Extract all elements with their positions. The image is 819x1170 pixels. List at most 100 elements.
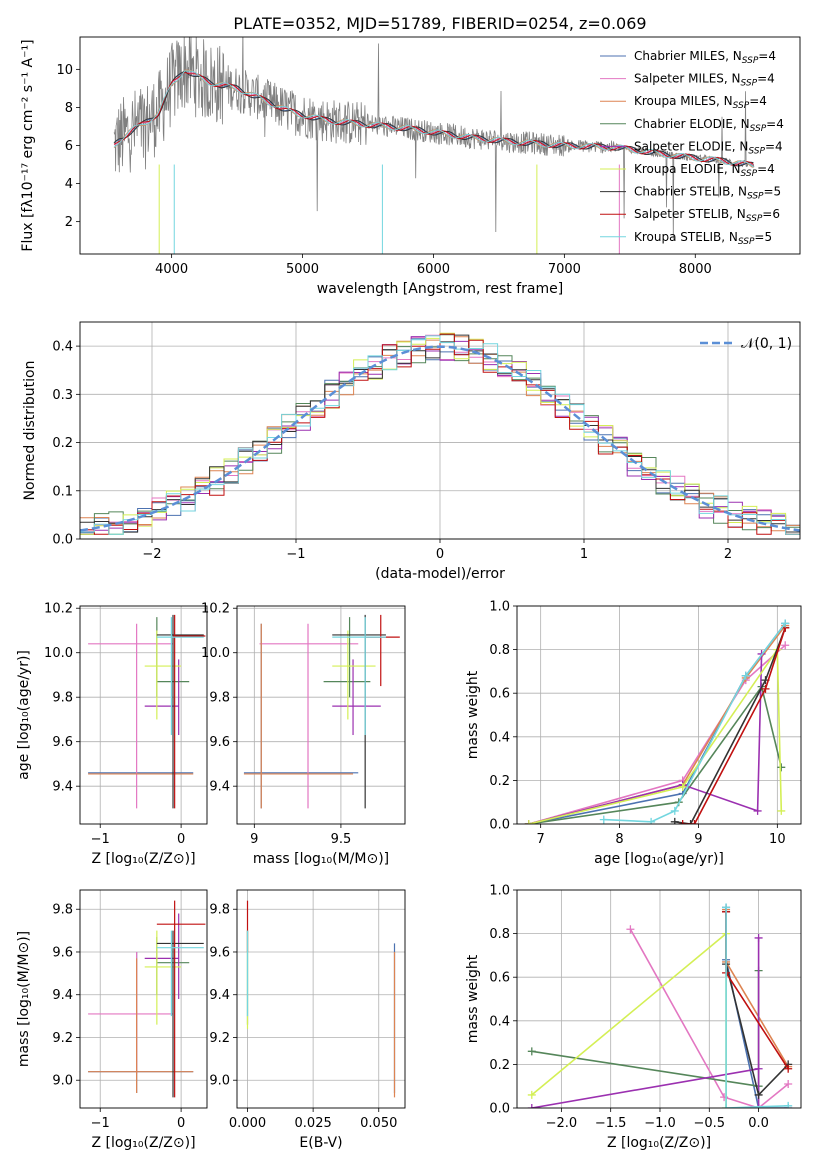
- x-tick-label: 10: [769, 832, 786, 847]
- y-tick-label: 0.2: [489, 1058, 510, 1073]
- legend-subscript: SSP: [750, 124, 767, 134]
- y-tick-label: 0.0: [52, 533, 73, 548]
- legend-entry: Salpeter ELODIE, NSSP=4: [634, 139, 783, 156]
- legend-name: Salpeter ELODIE, N: [634, 139, 748, 153]
- x-tick-label: 1: [580, 547, 588, 562]
- y-tick-label: 9.8: [209, 903, 230, 918]
- y-axis-label: mass [log₁₀(M/M⊙)]: [16, 931, 32, 1067]
- y-tick-label: 1.0: [489, 884, 510, 899]
- y-tick-label: 10: [56, 63, 73, 78]
- plot-area: [524, 619, 790, 824]
- weight-point-marker: [670, 817, 679, 824]
- legend-value: =4: [765, 139, 783, 153]
- panel-mass-weight-vs-Z: −2.0 −1.5 −1.0 −0.5 0.0 0.0 0.2 0.4 0.6 0.8 1.0 Z […: [465, 884, 802, 1151]
- y-tick-label: 9.6: [209, 735, 230, 750]
- y-tick-label: 8: [65, 101, 73, 116]
- legend-entry: 𝒩(0, 1): [741, 336, 792, 352]
- x-tick-label: 5000: [286, 262, 319, 277]
- y-tick-label: 0.6: [489, 971, 510, 986]
- legend-value: =4: [749, 94, 767, 108]
- weight-point-marker: [777, 806, 786, 815]
- legend-entry: Chabrier ELODIE, NSSP=4: [634, 117, 784, 134]
- weight-series-line: [528, 684, 783, 824]
- legend-name: Chabrier STELIB, N: [634, 185, 747, 199]
- weight-series-line: [528, 647, 783, 824]
- plot-area: [527, 903, 793, 1108]
- weight-point-marker: [527, 1090, 536, 1099]
- figure-title: PLATE=0352, MJD=51789, FIBERID=0254, z=0…: [233, 14, 646, 33]
- legend-name: Salpeter STELIB, N: [634, 207, 746, 221]
- y-tick-label: 1.0: [489, 600, 510, 615]
- y-tick-label: 10.0: [44, 646, 73, 661]
- y-tick-label: 0.8: [489, 643, 510, 658]
- x-tick-label: −2: [142, 547, 161, 562]
- weight-series-line: [629, 928, 789, 1108]
- x-tick-label: 7: [537, 832, 545, 847]
- panel-mass-vs-Z: −1 0 9.0 9.2 9.4 9.6 9.8 Z [log₁₀(Z/Z⊙)] mass [l…: [16, 889, 208, 1151]
- weight-point-marker: [754, 1064, 763, 1073]
- legend-value: =4: [757, 162, 775, 176]
- y-tick-label: 9.8: [209, 691, 230, 706]
- model-spectrum-line: [113, 71, 754, 166]
- x-axis-label: E(B-V): [299, 1135, 342, 1151]
- y-tick-label: 0.0: [489, 818, 510, 833]
- axes-frame: [516, 605, 802, 825]
- weight-point-marker: [647, 817, 656, 824]
- weight-series-line: [682, 627, 786, 824]
- x-axis-label: age [log₁₀(age/yr)]: [594, 851, 724, 867]
- weight-point-marker: [777, 763, 786, 772]
- x-tick-label: 4000: [155, 262, 188, 277]
- y-tick-label: 6: [65, 139, 73, 154]
- panel-spectrum: 4000 5000 6000 7000 8000 2 4 6 8 10 wavelength [An…: [20, 36, 801, 297]
- legend-name: Chabrier MILES, N: [634, 49, 742, 63]
- weight-point-marker: [784, 1080, 793, 1089]
- x-tick-label: 0.050: [360, 1116, 397, 1131]
- weight-point-marker: [678, 820, 687, 824]
- x-axis-label: (data-model)/error: [375, 566, 505, 582]
- legend-value: =5: [764, 185, 782, 199]
- y-axis-label: mass weight: [465, 954, 481, 1043]
- legend-subscript: SSP: [733, 101, 750, 111]
- legend-entry: Salpeter MILES, NSSP=4: [634, 72, 775, 89]
- y-tick-label: 0.3: [52, 388, 73, 403]
- y-axis-label: age [log₁₀(age/yr)]: [16, 650, 32, 780]
- legend-name: Salpeter MILES, N: [634, 72, 741, 86]
- residual-legend: 𝒩(0, 1): [700, 336, 792, 352]
- weight-point-marker: [754, 1090, 763, 1099]
- legend-entry: Chabrier STELIB, NSSP=5: [634, 185, 781, 202]
- legend-value: =4: [757, 72, 775, 86]
- y-tick-label: 9.4: [209, 780, 230, 795]
- x-tick-label: 6000: [417, 262, 450, 277]
- axes-frame: [516, 889, 802, 1109]
- y-tick-label: 0.4: [52, 340, 73, 355]
- legend-entry: Kroupa MILES, NSSP=4: [634, 94, 767, 111]
- weight-point-marker: [678, 782, 687, 791]
- y-tick-label: 0.2: [52, 436, 73, 451]
- x-axis-label: Z [log₁₀(Z/Z⊙)]: [607, 1135, 711, 1151]
- x-tick-label: 0.025: [295, 1116, 332, 1131]
- y-tick-label: 9.0: [52, 1074, 73, 1089]
- legend-value: =4: [766, 117, 784, 131]
- legend-subscript: SSP: [748, 146, 765, 156]
- y-axis-label: Normed distribution: [22, 361, 38, 501]
- weight-point-marker: [670, 806, 679, 815]
- legend-subscript: SSP: [741, 79, 758, 89]
- residual-histogram-step: [80, 335, 800, 535]
- legend-name: Kroupa STELIB, N: [634, 230, 738, 244]
- legend-subscript: SSP: [746, 214, 763, 224]
- model-spectrum-line: [113, 70, 754, 168]
- weight-point-marker: [784, 1101, 793, 1108]
- y-tick-label: 9.6: [52, 735, 73, 750]
- weight-point-marker: [690, 820, 699, 824]
- panel-residuals: −2 −1 0 1 2 0.0 0.1 0.2 0.3 0.4 (data-model)/error…: [22, 321, 801, 582]
- y-tick-label: 0.6: [489, 687, 510, 702]
- x-tick-label: 9: [694, 832, 702, 847]
- model-spectrum-line: [113, 71, 754, 166]
- weight-series-line: [725, 907, 789, 1108]
- weight-point-marker: [781, 619, 790, 628]
- y-tick-label: 10.2: [44, 602, 73, 617]
- x-tick-label: −1.0: [644, 1116, 676, 1131]
